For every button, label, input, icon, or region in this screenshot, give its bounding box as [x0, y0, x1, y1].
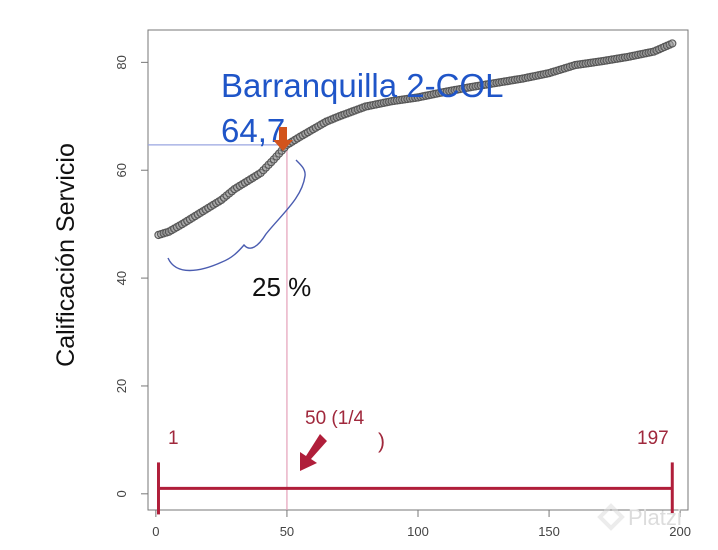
y-axis-label: Calificación Servicio: [52, 143, 80, 367]
y-tick-label-1: 20: [114, 379, 129, 393]
y-tick-label-4: 80: [114, 55, 129, 69]
annotation-value: 64,7: [221, 112, 285, 149]
y-axis: 0 20 40 60 80: [114, 55, 148, 497]
annotation-percent: 25 %: [252, 272, 311, 302]
annotation-quartile: 50 (1/4: [305, 408, 365, 429]
x-tick-label-2: 100: [407, 524, 429, 539]
y-tick-label-2: 40: [114, 271, 129, 285]
range-bar: [156, 462, 674, 515]
x-tick-label-0: 0: [152, 524, 159, 539]
x-tick-label-1: 50: [280, 524, 294, 539]
watermark: Platzi: [628, 505, 682, 530]
y-tick-label-0: 0: [114, 490, 129, 497]
value-arrow-icon: [273, 127, 293, 151]
data-point: [668, 39, 677, 48]
data-points: [154, 39, 677, 240]
reference-lines: [148, 144, 288, 510]
x-tick-label-3: 150: [538, 524, 560, 539]
x-axis: 0 50 100 150 200: [152, 510, 691, 539]
quartile-arrow-icon: [300, 434, 327, 471]
quartile-brace: [167, 159, 306, 272]
y-tick-label-3: 60: [114, 163, 129, 177]
annotation-city: Barranquilla 2-COL: [221, 67, 503, 104]
annotation-range-end: 197: [637, 428, 669, 449]
x-tick-label-4: 200: [669, 524, 691, 539]
annotation-range-start: 1: [168, 428, 179, 449]
annotation-quartile-close: ): [378, 430, 385, 453]
platzi-logo-icon: [597, 503, 625, 531]
